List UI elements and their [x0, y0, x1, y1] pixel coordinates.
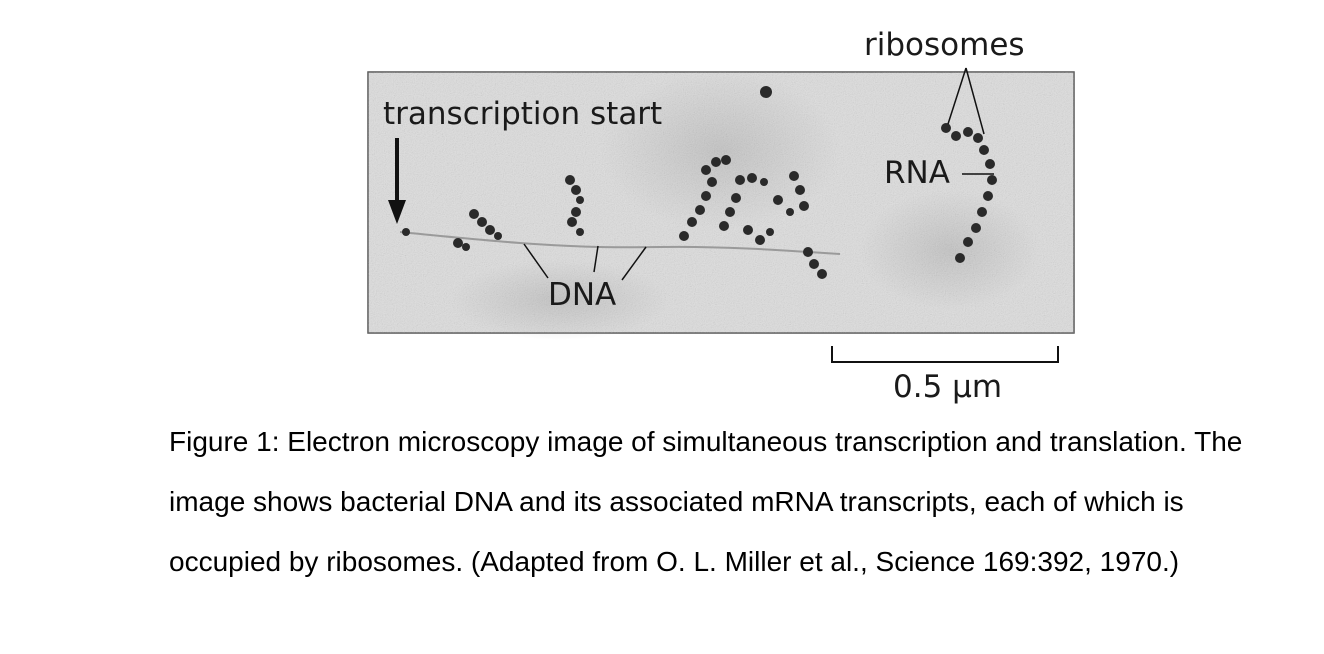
transcription-start-arrow: [388, 138, 406, 224]
scale-bar-label: 0.5 µm: [893, 369, 1003, 405]
figure: ribosomes transcription start RNA DNA 0.…: [367, 27, 1075, 405]
dna-leader-lines: [523, 243, 647, 281]
scale-bar: [831, 346, 1059, 363]
figure-caption: Figure 1: Electron microscopy image of s…: [169, 426, 1243, 577]
transcription-start-label: transcription start: [383, 96, 663, 132]
dna-label: DNA: [548, 277, 617, 313]
ribosomes-leader-lines: [947, 67, 985, 135]
micrograph-image: [367, 70, 1075, 340]
rna-label: RNA: [884, 155, 950, 191]
figure-graphic: [367, 67, 1075, 363]
ribosomes-label: ribosomes: [864, 27, 1025, 63]
